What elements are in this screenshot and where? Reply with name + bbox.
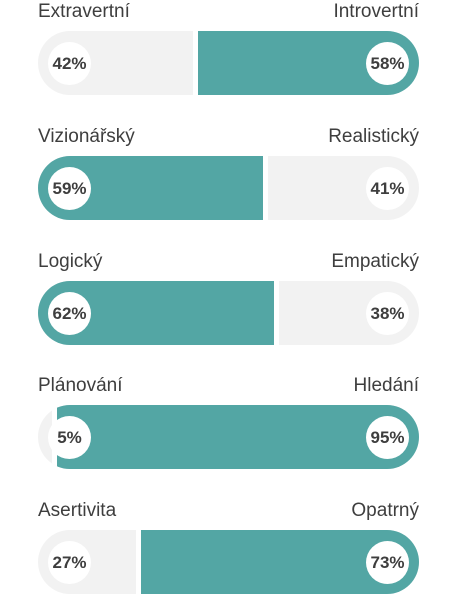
left-trait-label: Asertivita — [38, 500, 117, 521]
trait-labels: Asertivita Opatrný — [38, 499, 419, 523]
right-percentage: 73% — [366, 541, 409, 584]
left-percentage: 5% — [48, 416, 91, 459]
left-trait-label: Plánování — [38, 375, 123, 396]
bar-divider — [262, 156, 268, 220]
left-trait-label: Logický — [38, 251, 103, 272]
right-percentage: 95% — [366, 416, 409, 459]
trait-labels: Plánování Hledání — [38, 374, 419, 398]
trait-visionary-realistic: Vizionářský Realistický 59% 41% — [38, 125, 419, 225]
right-percentage: 41% — [366, 167, 409, 210]
trait-logical-empathetic: Logický Empatický 62% 38% — [38, 250, 419, 350]
bar-divider — [193, 31, 199, 95]
right-trait-label: Opatrný — [351, 500, 419, 521]
trait-labels: Extravertní Introvertní — [38, 0, 419, 24]
trait-bar: 5% 95% — [38, 405, 419, 469]
trait-bar: 62% 38% — [38, 281, 419, 345]
trait-planning-exploring: Plánování Hledání 5% 95% — [38, 374, 419, 474]
trait-labels: Vizionářský Realistický — [38, 125, 419, 149]
trait-bar: 59% 41% — [38, 156, 419, 220]
left-trait-label: Vizionářský — [38, 126, 135, 147]
trait-bar: 42% 58% — [38, 31, 419, 95]
trait-bar: 27% 73% — [38, 530, 419, 594]
left-percentage: 62% — [48, 292, 91, 335]
bar-divider — [135, 530, 141, 594]
left-percentage: 59% — [48, 167, 91, 210]
right-trait-label: Hledání — [353, 375, 420, 396]
trait-bar-fill — [57, 405, 419, 469]
right-trait-label: Introvertní — [333, 1, 419, 22]
left-trait-label: Extravertní — [38, 1, 130, 22]
right-trait-label: Empatický — [331, 251, 419, 272]
bar-divider — [274, 281, 280, 345]
right-percentage: 38% — [366, 292, 409, 335]
left-percentage: 42% — [48, 42, 91, 85]
left-percentage: 27% — [48, 541, 91, 584]
trait-extravert-introvert: Extravertní Introvertní 42% 58% — [38, 0, 419, 100]
right-percentage: 58% — [366, 42, 409, 85]
trait-assertive-cautious: Asertivita Opatrný 27% 73% — [38, 499, 419, 599]
right-trait-label: Realistický — [328, 126, 419, 147]
trait-labels: Logický Empatický — [38, 250, 419, 274]
